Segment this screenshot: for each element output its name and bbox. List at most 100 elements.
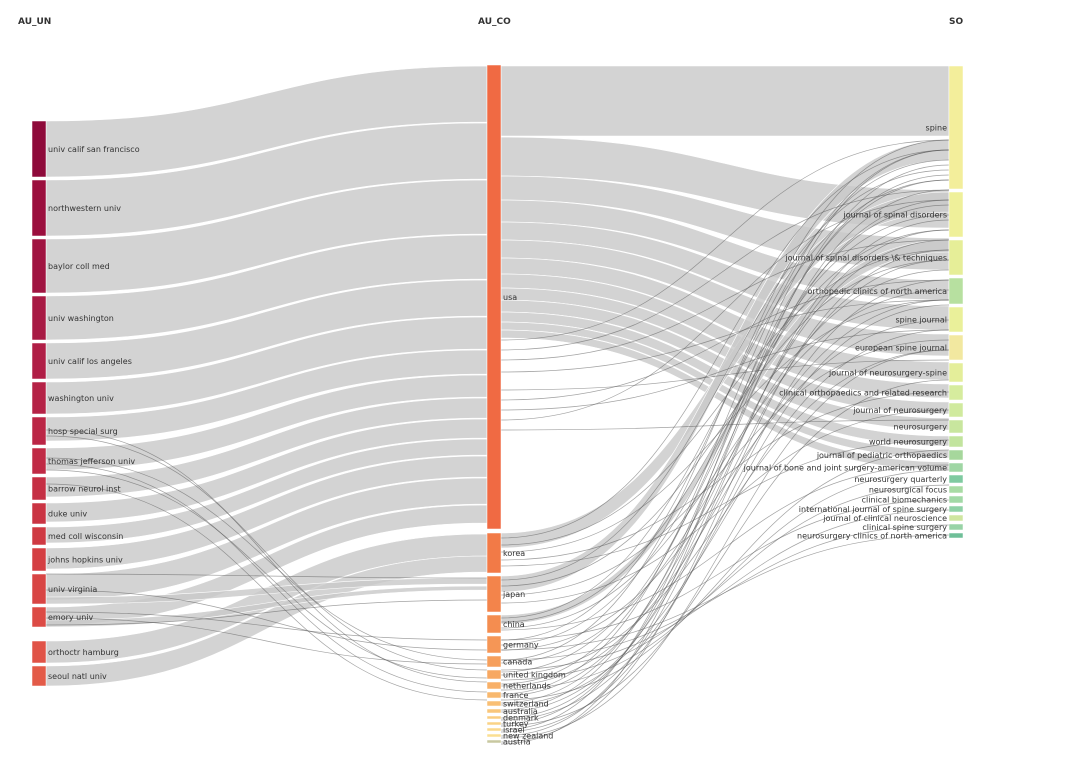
- source-node-clinical-biomechanics[interactable]: clinical biomechanics: [862, 495, 964, 505]
- source-node-bar[interactable]: [948, 306, 964, 333]
- institution-node-bar[interactable]: [31, 447, 47, 475]
- country-node-bar[interactable]: [486, 691, 502, 699]
- institution-node-bar[interactable]: [31, 416, 47, 446]
- source-node-orthopedic-clinics-of-north-america[interactable]: orthopedic clinics of north america: [808, 277, 964, 305]
- institution-node-baylor-coll-med[interactable]: baylor coll med: [31, 238, 110, 294]
- institution-node-emory-univ[interactable]: emory univ: [31, 606, 94, 628]
- source-node-bar[interactable]: [948, 514, 964, 522]
- source-node-bar[interactable]: [948, 449, 964, 461]
- source-node-international-journal-of-spine-surgery[interactable]: international journal of spine surgery: [799, 505, 964, 514]
- country-node-bar[interactable]: [486, 532, 502, 574]
- country-node-bar[interactable]: [486, 721, 502, 726]
- institution-node-bar[interactable]: [31, 238, 47, 294]
- institution-node-hosp-special-surg[interactable]: hosp special surg: [31, 416, 118, 446]
- institution-node-bar[interactable]: [31, 573, 47, 605]
- source-node-world-neurosurgery[interactable]: world neurosurgery: [869, 435, 964, 448]
- country-node-japan[interactable]: japan: [486, 575, 525, 613]
- country-node-new-zealand[interactable]: new zealand: [486, 732, 553, 741]
- source-node-bar[interactable]: [948, 523, 964, 531]
- institution-node-bar[interactable]: [31, 547, 47, 572]
- institution-node-duke-univ[interactable]: duke univ: [31, 502, 87, 525]
- country-node-bar[interactable]: [486, 739, 502, 744]
- country-node-austria[interactable]: austria: [486, 738, 531, 747]
- country-node-bar[interactable]: [486, 64, 502, 530]
- source-node-bar[interactable]: [948, 384, 964, 401]
- institution-node-bar[interactable]: [31, 502, 47, 525]
- country-node-bar[interactable]: [486, 700, 502, 707]
- source-node-neurosurgery-quarterly[interactable]: neurosurgery quarterly: [854, 474, 964, 484]
- institution-node-univ-washington[interactable]: univ washington: [31, 295, 114, 341]
- source-node-bar[interactable]: [948, 532, 964, 539]
- institution-node-bar[interactable]: [31, 179, 47, 237]
- country-node-bar[interactable]: [486, 655, 502, 668]
- source-node-clinical-spine-surgery[interactable]: clinical spine surgery: [862, 523, 964, 532]
- source-node-bar[interactable]: [948, 277, 964, 305]
- institution-node-barrow-neurol-inst[interactable]: barrow neurol inst: [31, 476, 121, 501]
- institution-node-bar[interactable]: [31, 640, 47, 664]
- country-node-turkey[interactable]: turkey: [486, 720, 529, 729]
- institution-node-bar[interactable]: [31, 606, 47, 628]
- country-node-switzerland[interactable]: switzerland: [486, 700, 549, 709]
- country-node-bar[interactable]: [486, 727, 502, 732]
- institution-node-bar[interactable]: [31, 342, 47, 380]
- source-node-bar[interactable]: [948, 505, 964, 513]
- source-node-spine[interactable]: spine: [926, 65, 964, 190]
- country-node-netherlands[interactable]: netherlands: [486, 681, 551, 691]
- country-node-france[interactable]: france: [486, 691, 528, 700]
- institution-node-med-coll-wisconsin[interactable]: med coll wisconsin: [31, 526, 123, 546]
- source-node-spine-journal[interactable]: spine journal: [895, 306, 964, 333]
- source-node-bar[interactable]: [948, 362, 964, 383]
- source-node-bar[interactable]: [948, 65, 964, 190]
- country-node-australia[interactable]: australia: [486, 707, 538, 716]
- source-node-journal-of-spinal-disorders-techniques[interactable]: journal of spinal disorders \& technique…: [784, 239, 964, 276]
- institution-node-bar[interactable]: [31, 526, 47, 546]
- institution-node-orthoctr-hamburg[interactable]: orthoctr hamburg: [31, 640, 119, 664]
- source-node-journal-of-clinical-neuroscience[interactable]: journal of clinical neuroscience: [822, 514, 964, 523]
- source-node-bar[interactable]: [948, 485, 964, 494]
- source-node-journal-of-bone-and-joint-surgery-american-volume[interactable]: journal of bone and joint surgery-americ…: [743, 462, 964, 473]
- source-node-journal-of-neurosurgery[interactable]: journal of neurosurgery: [852, 402, 964, 418]
- institution-node-bar[interactable]: [31, 381, 47, 415]
- source-node-clinical-orthopaedics-and-related-research[interactable]: clinical orthopaedics and related resear…: [779, 384, 964, 401]
- source-node-neurosurgical-focus[interactable]: neurosurgical focus: [869, 485, 964, 495]
- source-node-bar[interactable]: [948, 462, 964, 473]
- country-node-canada[interactable]: canada: [486, 655, 532, 668]
- country-node-usa[interactable]: usa: [486, 64, 517, 530]
- source-node-neurosurgery[interactable]: neurosurgery: [894, 419, 964, 434]
- source-node-bar[interactable]: [948, 334, 964, 361]
- source-node-european-spine-journal[interactable]: european spine journal: [855, 334, 964, 361]
- source-node-journal-of-spinal-disorders[interactable]: journal of spinal disorders: [842, 191, 964, 238]
- country-node-bar[interactable]: [486, 614, 502, 634]
- institution-node-seoul-natl-univ[interactable]: seoul natl univ: [31, 665, 107, 687]
- source-node-bar[interactable]: [948, 419, 964, 434]
- country-node-bar[interactable]: [486, 635, 502, 654]
- country-node-bar[interactable]: [486, 715, 502, 720]
- institution-node-univ-calif-los-angeles[interactable]: univ calif los angeles: [31, 342, 132, 380]
- source-node-bar[interactable]: [948, 239, 964, 276]
- source-node-bar[interactable]: [948, 495, 964, 504]
- country-node-united-kingdom[interactable]: united kingdom: [486, 669, 566, 680]
- country-node-bar[interactable]: [486, 708, 502, 714]
- country-node-israel[interactable]: israel: [486, 726, 525, 735]
- source-node-journal-of-pediatric-orthopaedics[interactable]: journal of pediatric orthopaedics: [816, 449, 964, 461]
- source-node-bar[interactable]: [948, 402, 964, 418]
- source-node-bar[interactable]: [948, 435, 964, 448]
- country-node-bar[interactable]: [486, 681, 502, 690]
- country-node-korea[interactable]: korea: [486, 532, 525, 574]
- institution-node-johns-hopkins-univ[interactable]: johns hopkins univ: [31, 547, 123, 572]
- source-node-neurosurgery-clinics-of-north-america[interactable]: neurosurgery clinics of north america: [797, 532, 964, 541]
- institution-node-northwestern-univ[interactable]: northwestern univ: [31, 179, 121, 237]
- institution-node-bar[interactable]: [31, 120, 47, 178]
- institution-node-univ-virginia[interactable]: univ virginia: [31, 573, 97, 605]
- source-node-journal-of-neurosurgery-spine[interactable]: journal of neurosurgery-spine: [828, 362, 964, 383]
- country-node-china[interactable]: china: [486, 614, 525, 634]
- institution-node-washington-univ[interactable]: washington univ: [31, 381, 114, 415]
- institution-node-univ-calif-san-francisco[interactable]: univ calif san francisco: [31, 120, 140, 178]
- source-node-bar[interactable]: [948, 191, 964, 238]
- country-node-bar[interactable]: [486, 669, 502, 680]
- institution-node-bar[interactable]: [31, 295, 47, 341]
- country-node-bar[interactable]: [486, 575, 502, 613]
- institution-node-thomas-jefferson-univ[interactable]: thomas jefferson univ: [31, 447, 135, 475]
- source-node-bar[interactable]: [948, 474, 964, 484]
- country-node-bar[interactable]: [486, 733, 502, 738]
